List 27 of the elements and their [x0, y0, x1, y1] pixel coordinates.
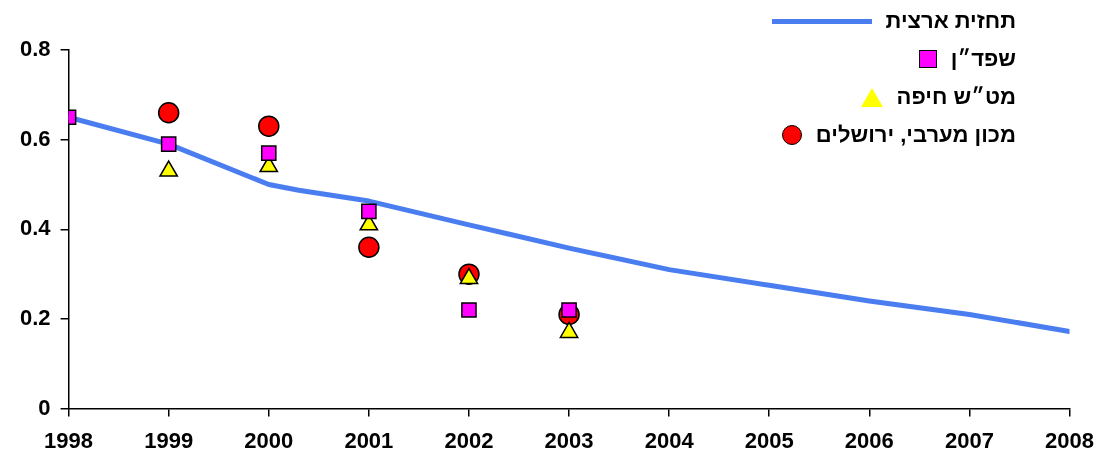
point: [157, 102, 180, 124]
y-tick-label: 0.2: [19, 305, 51, 331]
point: [361, 203, 377, 220]
point: [461, 302, 477, 318]
legend-label: שפד״ן: [950, 46, 1016, 72]
x-tick-label: 2000: [244, 427, 294, 453]
x-tick-label: 2005: [744, 427, 794, 453]
legend-label: מט״ש חיפה: [896, 84, 1016, 110]
y-tick-label: 0.8: [19, 36, 51, 62]
point: [358, 236, 380, 258]
point: [160, 136, 177, 152]
x-tick-label: 2002: [444, 427, 494, 453]
x-tick-label: 2004: [644, 427, 695, 453]
y-tick-label: 0.6: [19, 125, 51, 151]
y-tick-label: 0.4: [19, 215, 52, 241]
point: [260, 145, 277, 161]
y-tick-label: 0: [38, 394, 51, 420]
x-tick-label: 2008: [1045, 427, 1095, 453]
x-tick-label: 2006: [844, 427, 894, 453]
x-tick-label: 1999: [144, 427, 194, 453]
legend-label: תחזית ארצית: [885, 8, 1016, 34]
legend-label: מכון מערבי, ירושלים: [815, 122, 1016, 148]
x-tick-label: 2003: [544, 427, 594, 453]
point: [258, 115, 280, 137]
x-tick-label: 2007: [944, 427, 994, 453]
x-tick-label: 2001: [344, 427, 394, 453]
x-tick-label: 1998: [44, 427, 94, 453]
